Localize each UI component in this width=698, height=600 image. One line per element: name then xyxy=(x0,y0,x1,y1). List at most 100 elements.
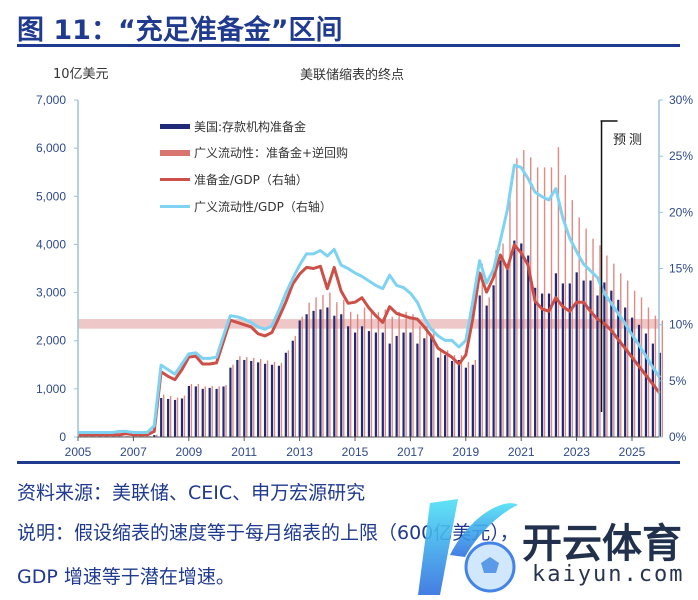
bar-reserves xyxy=(270,364,274,437)
bar-broad-liquidity xyxy=(647,307,650,437)
y2-tick-label: 5% xyxy=(669,374,687,388)
x-tick-label: 2025 xyxy=(619,445,646,459)
bar-broad-liquidity xyxy=(495,250,497,437)
bar-broad-liquidity xyxy=(509,196,511,437)
bar-reserves xyxy=(603,282,606,437)
bar-reserves xyxy=(333,315,336,437)
adequate-reserves-band xyxy=(78,319,659,329)
bar-broad-liquidity xyxy=(516,158,518,437)
bar-reserves xyxy=(298,320,301,437)
bar-broad-liquidity xyxy=(183,395,186,437)
bar-broad-liquidity xyxy=(412,314,414,437)
bar-reserves xyxy=(520,243,523,437)
bar-broad-liquidity xyxy=(322,294,324,437)
bar-broad-liquidity xyxy=(377,311,380,437)
bar-reserves xyxy=(354,332,357,437)
bar-broad-liquidity xyxy=(370,311,373,437)
bar-broad-liquidity xyxy=(156,434,158,437)
bar-reserves xyxy=(499,260,502,437)
bar-broad-liquidity xyxy=(599,245,601,437)
bar-reserves xyxy=(291,340,294,437)
y-tick-label: 6,000 xyxy=(36,141,66,155)
bar-broad-liquidity xyxy=(169,396,172,437)
bar-broad-liquidity xyxy=(543,167,546,437)
legend-item-liquidity-gdp: 广义流动性/GDP（右轴） xyxy=(160,198,332,215)
legend-swatch-reserves xyxy=(160,124,190,129)
watermark-brand-en: kaiyun.com xyxy=(532,562,685,587)
bar-reserves xyxy=(395,335,398,437)
bar-reserves xyxy=(610,290,613,437)
x-tick-label: 2019 xyxy=(452,445,479,459)
bar-broad-liquidity xyxy=(661,320,663,437)
bar-reserves xyxy=(457,359,461,437)
bar-reserves xyxy=(326,307,329,437)
bar-broad-liquidity xyxy=(343,299,345,437)
bar-broad-liquidity xyxy=(301,316,303,437)
x-tick-label: 2011 xyxy=(231,445,257,459)
legend-label: 广义流动性：准备金+逆回购 xyxy=(194,146,349,160)
legend-label: 广义流动性/GDP（右轴） xyxy=(194,200,332,214)
bar-reserves xyxy=(153,435,156,437)
bar-reserves xyxy=(423,338,426,437)
bar-broad-liquidity xyxy=(550,167,553,437)
bar-reserves xyxy=(416,343,419,437)
bar-broad-liquidity xyxy=(266,360,269,437)
bar-broad-liquidity xyxy=(405,311,407,437)
bar-reserves xyxy=(637,324,641,437)
legend-item-liquidity: 广义流动性：准备金+逆回购 xyxy=(160,144,348,161)
bar-reserves xyxy=(589,280,592,437)
bar-broad-liquidity xyxy=(606,255,608,437)
bar-reserves xyxy=(471,364,474,437)
bar-broad-liquidity xyxy=(613,263,615,437)
bar-broad-liquidity xyxy=(232,364,234,437)
bar-broad-liquidity xyxy=(190,384,193,437)
bar-reserves xyxy=(464,367,467,437)
bar-broad-liquidity xyxy=(349,311,352,437)
bar-reserves xyxy=(561,283,564,437)
bar-reserves xyxy=(575,272,578,437)
bar-reserves xyxy=(187,385,190,437)
y-tick-label: 0 xyxy=(59,430,66,444)
bar-broad-liquidity xyxy=(654,315,657,437)
bar-broad-liquidity xyxy=(474,359,477,437)
bar-reserves xyxy=(229,367,232,437)
legend-label: 美国:存款机构准备金 xyxy=(194,120,307,134)
bar-broad-liquidity xyxy=(433,328,435,437)
bar-reserves xyxy=(243,359,246,437)
bar-reserves xyxy=(617,299,620,437)
bar-reserves xyxy=(478,295,481,437)
bar-broad-liquidity xyxy=(419,326,421,437)
bar-reserves xyxy=(319,309,322,437)
bar-reserves xyxy=(513,240,516,437)
bar-broad-liquidity xyxy=(211,385,213,437)
bar-broad-liquidity xyxy=(530,157,532,438)
bar-reserves xyxy=(547,293,551,437)
bar-broad-liquidity xyxy=(246,357,248,437)
y-tick-label: 7,000 xyxy=(36,93,66,107)
bar-reserves xyxy=(554,273,558,437)
bar-broad-liquidity xyxy=(280,362,283,437)
x-tick-label: 2013 xyxy=(286,445,313,459)
bar-reserves xyxy=(568,283,571,437)
explanation-note: 说明：假设缩表的速度等于每月缩表的上限（600亿美元）， xyxy=(17,522,519,544)
bar-reserves xyxy=(430,335,433,437)
x-tick-label: 2023 xyxy=(563,445,590,459)
y-axis-unit-label: 10亿美元 xyxy=(53,67,109,82)
figure-title: 图 11：“充足准备金”区间 xyxy=(17,15,343,46)
bar-broad-liquidity xyxy=(633,290,636,437)
x-tick-label: 2005 xyxy=(65,445,92,459)
y2-tick-label: 10% xyxy=(669,318,693,332)
bar-broad-liquidity xyxy=(273,361,276,437)
y2-tick-label: 20% xyxy=(669,205,693,219)
bar-reserves xyxy=(173,399,177,437)
bar-reserves xyxy=(644,333,648,437)
bar-reserves xyxy=(305,314,308,437)
bar-reserves xyxy=(582,280,585,437)
bar-broad-liquidity xyxy=(502,243,504,437)
bar-reserves xyxy=(534,287,537,437)
y-tick-label: 1,000 xyxy=(36,382,66,396)
forecast-label: 预测 xyxy=(613,133,646,148)
bar-reserves xyxy=(263,363,267,437)
bar-reserves xyxy=(160,398,163,437)
bar-reserves xyxy=(596,295,599,437)
